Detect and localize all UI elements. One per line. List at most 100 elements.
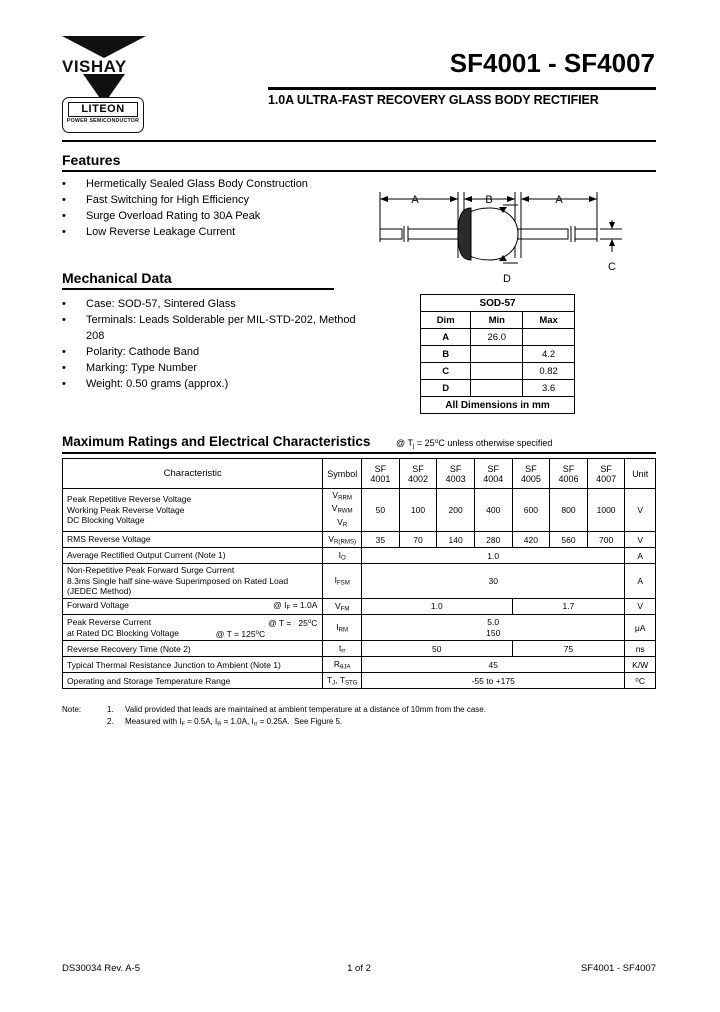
char-peak-reverse-current: Peak Reverse Current @ T = 25oC at Rated…	[61, 614, 324, 642]
unit-cell: μA	[624, 614, 656, 642]
bullet-icon: •	[62, 210, 66, 222]
document-id: DS30034 Rev. A-5	[62, 963, 140, 974]
page-header: VISHAY LITEON POWER SEMICONDUCTOR SF4001…	[0, 0, 720, 142]
table-row: C 0.82	[419, 362, 575, 380]
value-sf4003: 200	[436, 487, 475, 533]
value-sf4005-4007: 1.7	[511, 597, 626, 616]
dim-min: 26.0	[470, 328, 524, 346]
features-list: • Hermetically Sealed Glass Body Construc…	[62, 176, 362, 240]
page-title: SF4001 - SF4007	[449, 48, 655, 78]
value-line: 5.0	[487, 616, 500, 627]
col-sf4006: SF 4006	[549, 458, 588, 489]
list-item: • Case: SOD-57, Sintered Glass	[62, 296, 362, 312]
table-row: All Dimensions in mm	[420, 396, 575, 414]
features-heading: Features	[62, 152, 121, 168]
table-header-row: Characteristic Symbol SF 4001 SF 4002 SF 40…	[61, 458, 656, 489]
feature-text: Fast Switching for High Efficiency	[86, 194, 250, 206]
bullet-icon: •	[62, 226, 66, 238]
dim-min	[470, 345, 524, 363]
symbol-io: IO	[322, 547, 363, 565]
value-all-parts: 1.0	[361, 547, 626, 565]
char-line: (JEDEC Method)	[67, 586, 132, 597]
feature-text: Low Reverse Leakage Current	[86, 226, 236, 238]
col-min: Min	[470, 311, 524, 329]
list-item: • Weight: 0.50 grams (approx.)	[62, 376, 362, 392]
dim-max: 3.6	[522, 379, 575, 397]
char-line: at Rated DC Blocking Voltage	[67, 627, 179, 638]
header-divider	[62, 140, 656, 142]
col-unit: Unit	[624, 458, 656, 489]
notes-label-spacer	[62, 716, 107, 730]
value-sf4001-4004: 50	[361, 640, 513, 658]
dim-max: 0.82	[522, 362, 575, 380]
dim-label-a-right: A	[555, 194, 563, 206]
note-row: 2. Measured with IF = 0.5A, IR = 1.0A, I…	[62, 716, 656, 730]
mechanical-text: Case: SOD-57, Sintered Glass	[86, 298, 236, 310]
note-number: 1.	[107, 705, 114, 714]
bullet-icon: •	[62, 298, 66, 310]
table-row: Reverse Recovery Time (Note 2) trr 50 75…	[61, 640, 656, 658]
dim-name: C	[419, 362, 472, 380]
value-sf4007: 700	[586, 531, 626, 549]
char-condition: @ T = 125oC	[215, 628, 266, 639]
bullet-icon: •	[62, 178, 66, 190]
char-rms-reverse-voltage: RMS Reverse Voltage	[61, 531, 324, 549]
bullet-icon: •	[62, 194, 66, 206]
table-row: Average Rectified Output Current (Note 1…	[61, 547, 656, 565]
mechanical-heading: Mechanical Data	[62, 270, 172, 286]
table-row: Operating and Storage Temperature Range …	[61, 672, 656, 690]
value-sf4003: 140	[436, 531, 475, 549]
value-all-parts: -55 to +175	[361, 672, 626, 690]
list-item: • Marking: Type Number	[62, 360, 362, 376]
bullet-icon: •	[62, 346, 66, 358]
dim-max: 4.2	[522, 345, 575, 363]
table-row: RMS Reverse Voltage VR(RMS) 35 70 140 28…	[61, 531, 656, 549]
char-forward-voltage: Forward Voltage @ IF = 1.0A	[61, 597, 324, 616]
table-row: Forward Voltage @ IF = 1.0A VFM 1.0 1.7 …	[61, 597, 656, 616]
char-line: Peak Reverse Current	[67, 617, 152, 627]
ratings-condition: @ Tj = 25oC unless otherwise specified	[396, 438, 553, 450]
value-sf4001: 35	[361, 531, 400, 549]
unit-cell: oC	[624, 672, 656, 690]
bullet-icon: •	[62, 362, 66, 374]
table-row: D 3.6	[419, 379, 575, 397]
vishay-logo: VISHAY	[62, 36, 146, 104]
mechanical-divider	[62, 288, 334, 290]
list-item: • Low Reverse Leakage Current	[62, 224, 362, 240]
unit-cell: K/W	[624, 656, 656, 674]
table-header-row: Dim Min Max	[419, 311, 575, 329]
col-sf4007: SF 4007	[586, 458, 626, 489]
dim-max	[522, 328, 575, 346]
features-divider	[62, 170, 656, 172]
value-sf4005-4007: 75	[511, 640, 626, 658]
symbol-tj-tstg: TJ, TSTG	[322, 672, 363, 690]
dim-name: A	[419, 328, 472, 346]
col-dim: Dim	[419, 311, 472, 329]
footer-part-number: SF4001 - SF4007	[581, 963, 656, 974]
list-item: • Fast Switching for High Efficiency	[62, 192, 362, 208]
list-item: • Polarity: Cathode Band	[62, 344, 362, 360]
symbol-vrrms: VR(RMS)	[322, 531, 363, 549]
note-text: Valid provided that leads are maintained…	[125, 705, 486, 714]
symbol-vfm: VFM	[322, 597, 363, 616]
feature-text: Hermetically Sealed Glass Body Construct…	[86, 178, 308, 190]
note-number: 2.	[107, 717, 114, 726]
value-sf4006: 800	[549, 487, 588, 533]
note-text: Measured with IF = 0.5A, IR = 1.0A, Irr …	[125, 717, 343, 728]
symbol-vrrm: VRRM VRWM VR	[322, 487, 363, 533]
unit-cell: A	[624, 547, 656, 565]
mechanical-text: Polarity: Cathode Band	[86, 346, 200, 358]
char-line: Non-Repetitive Peak Forward Surge Curren…	[67, 565, 235, 576]
dim-min	[470, 379, 524, 397]
col-sf4004: SF 4004	[473, 458, 513, 489]
list-item: • Surge Overload Rating to 30A Peak	[62, 208, 362, 224]
notes-label: Note:	[62, 705, 82, 714]
vishay-wordmark: VISHAY	[62, 57, 127, 76]
mechanical-text: Terminals: Leads Solderable per MIL-STD-…	[86, 314, 356, 342]
table-row: Peak Repetitive Reverse Voltage Working …	[61, 487, 656, 533]
char-line: DC Blocking Voltage	[67, 515, 145, 526]
liteon-wordmark: LITEON	[68, 102, 138, 117]
char-line-wrap: Peak Reverse Current @ T = 25oC	[67, 617, 320, 628]
value-sf4004: 400	[473, 487, 513, 533]
page-number: 1 of 2	[347, 963, 371, 974]
